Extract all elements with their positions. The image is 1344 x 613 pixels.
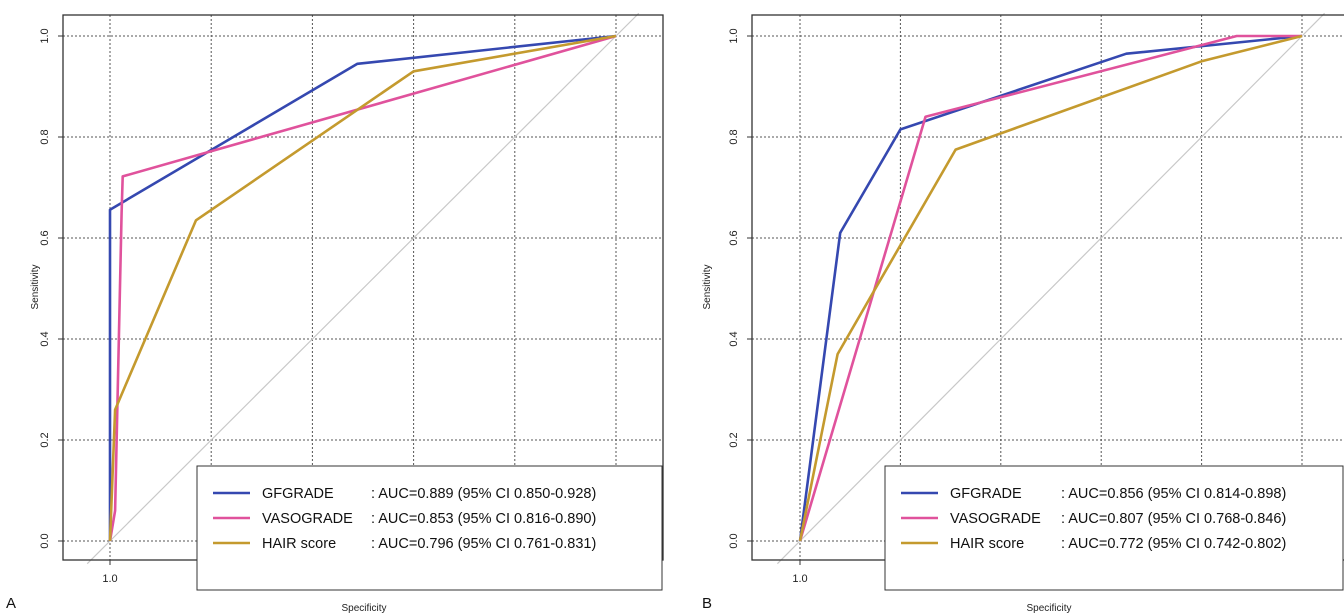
legend: GFGRADE : AUC=0.856 (95% CI 0.814-0.898)… (884, 465, 1344, 591)
roc-series-group (108, 34, 617, 542)
x-axis-title: Specificity (341, 603, 386, 613)
legend-auc-hair-score: : AUC=0.796 (95% CI 0.761-0.831) (371, 536, 596, 552)
y-tick-label: 0.6 (39, 230, 51, 245)
y-axis: 0.0 0.2 0.4 0.6 0.8 1.0 (39, 28, 63, 549)
y-axis-title: Sensitivity (30, 264, 41, 309)
legend-auc-gfgrade: : AUC=0.856 (95% CI 0.814-0.898) (1061, 486, 1286, 502)
y-tick-label: 0.6 (728, 230, 740, 245)
reference-diagonal (776, 12, 1326, 565)
grid (63, 15, 663, 560)
y-tick-label: 0.0 (728, 533, 740, 548)
x-tick-label: 1.0 (792, 573, 807, 585)
legend-auc-vasograde: : AUC=0.807 (95% CI 0.768-0.846) (1061, 511, 1286, 527)
y-axis-title: Sensitivity (702, 264, 713, 309)
legend-name-vasograde: VASOGRADE (262, 511, 353, 527)
reference-diagonal (86, 12, 640, 565)
y-tick-label: 0.2 (39, 432, 51, 447)
y-tick-label: 0.0 (39, 533, 51, 548)
vasograde-roc-line (108, 34, 617, 542)
panel-a: 0.0 0.2 0.4 0.6 0.8 1.0 1.0 0.8 0.6 0.4 0.2 0.0 Se… (6, 12, 664, 613)
y-tick-label: 0.8 (39, 129, 51, 144)
y-tick-label: 0.8 (728, 129, 740, 144)
hair-score-roc-line (108, 34, 617, 542)
y-axis: 0.0 0.2 0.4 0.6 0.8 1.0 (728, 28, 752, 549)
y-tick-label: 0.2 (728, 432, 740, 447)
x-tick-label: 1.0 (102, 573, 117, 585)
panel-b: 0.0 0.2 0.4 0.6 0.8 1.0 1.0 0.8 0.6 0.4 0.2 0.0 Se… (702, 12, 1344, 613)
legend: GFGRADE : AUC=0.889 (95% CI 0.850-0.928)… (196, 465, 663, 591)
gfgrade-roc-line (108, 34, 617, 541)
legend-name-vasograde: VASOGRADE (950, 511, 1041, 527)
legend-name-hair-score: HAIR score (262, 536, 336, 552)
legend-name-gfgrade: GFGRADE (262, 486, 334, 502)
x-axis-title: Specificity (1026, 603, 1071, 613)
roc-series-group (798, 34, 1303, 542)
legend-auc-vasograde: : AUC=0.853 (95% CI 0.816-0.890) (371, 511, 596, 527)
panel-label-a: A (6, 595, 16, 612)
hair-score-roc-line (798, 34, 1303, 542)
y-tick-label: 1.0 (728, 28, 740, 43)
gfgrade-roc-line (798, 34, 1303, 542)
legend-auc-hair-score: : AUC=0.772 (95% CI 0.742-0.802) (1061, 536, 1286, 552)
vasograde-roc-line (798, 34, 1302, 542)
legend-name-hair-score: HAIR score (950, 536, 1024, 552)
y-tick-label: 0.4 (728, 331, 740, 346)
y-tick-label: 1.0 (39, 28, 51, 43)
panel-label-b: B (702, 595, 712, 612)
legend-auc-gfgrade: : AUC=0.889 (95% CI 0.850-0.928) (371, 486, 596, 502)
y-tick-label: 0.4 (39, 331, 51, 346)
legend-name-gfgrade: GFGRADE (950, 486, 1022, 502)
